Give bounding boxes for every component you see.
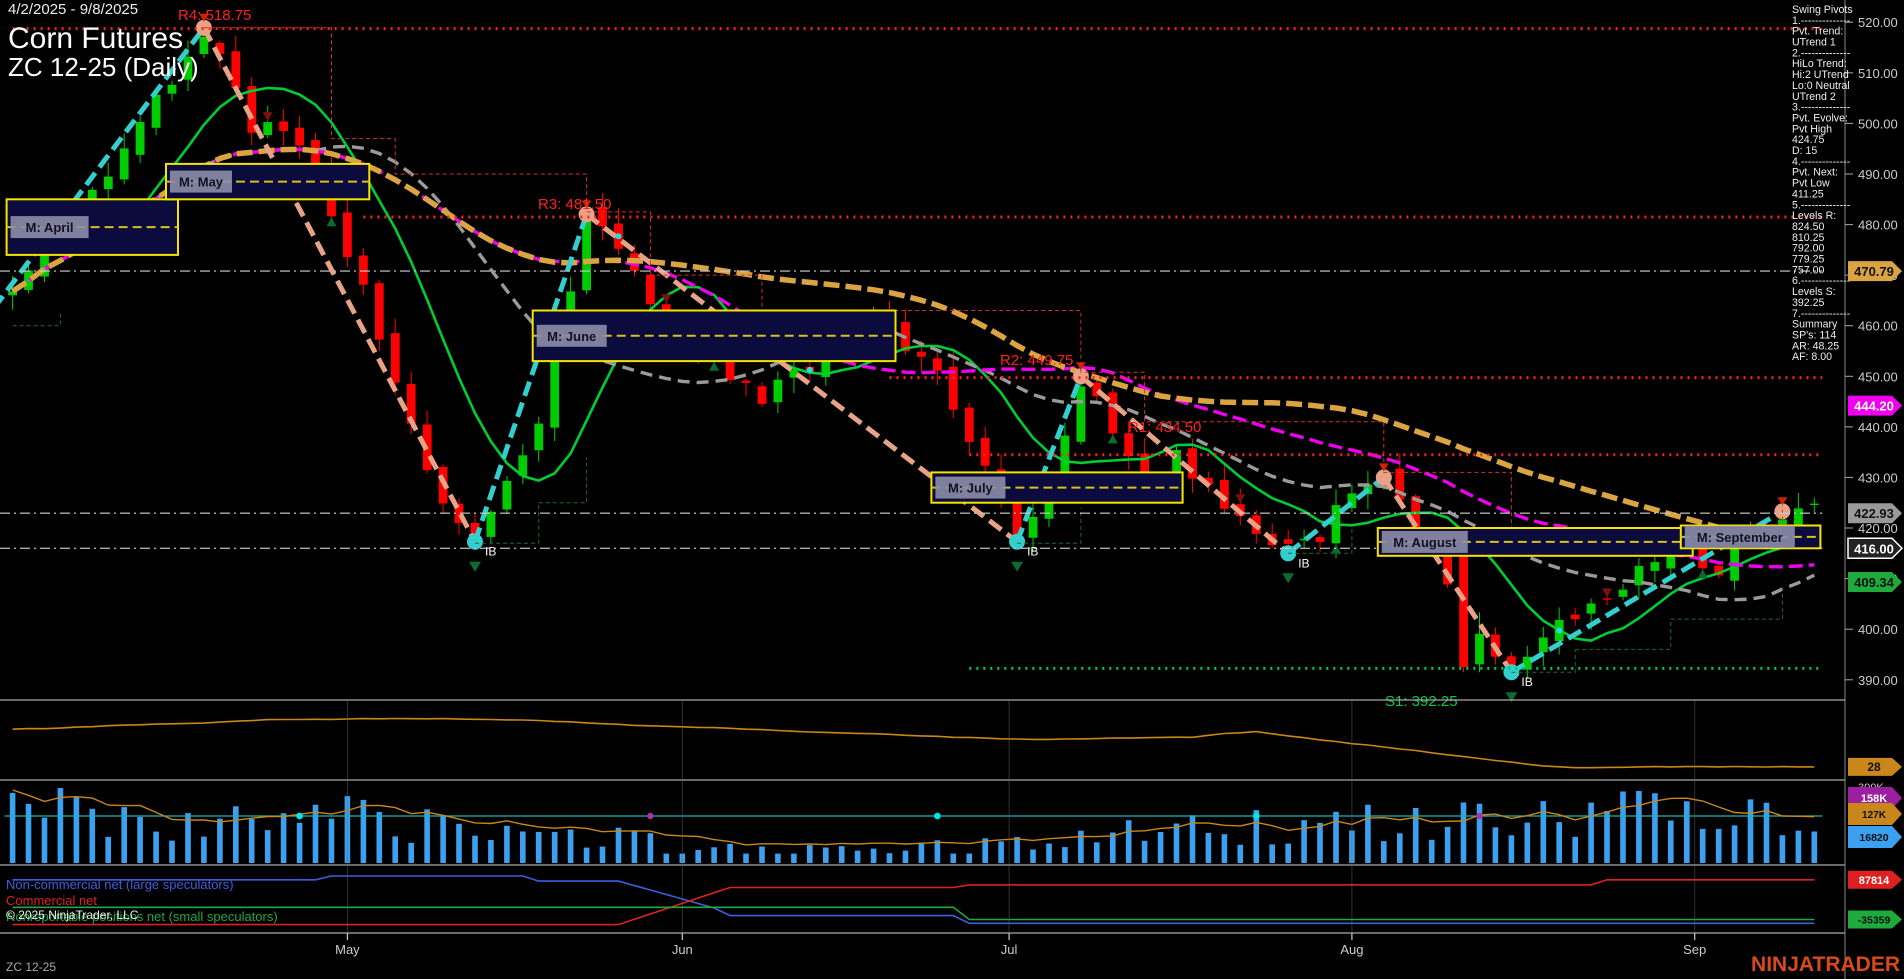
svg-text:IB: IB xyxy=(1027,545,1038,559)
svg-text:ZC 12-25 (Daily): ZC 12-25 (Daily) xyxy=(8,52,199,82)
svg-text:Corn Futures: Corn Futures xyxy=(8,22,183,55)
svg-text:520.00: 520.00 xyxy=(1858,15,1898,30)
svg-text:M: July: M: July xyxy=(948,481,994,496)
svg-text:490.00: 490.00 xyxy=(1858,167,1898,182)
svg-text:Commercial net: Commercial net xyxy=(6,893,97,908)
svg-text:May: May xyxy=(335,942,360,957)
svg-text:Sep: Sep xyxy=(1683,942,1706,957)
svg-text:S1: 392.25: S1: 392.25 xyxy=(1385,693,1458,710)
svg-text:Jun: Jun xyxy=(672,942,693,957)
svg-text:Aug: Aug xyxy=(1340,942,1363,957)
svg-text:NINJATRADER: NINJATRADER xyxy=(1751,953,1900,976)
svg-text:M: August: M: August xyxy=(1393,535,1457,550)
svg-text:390.00: 390.00 xyxy=(1858,673,1898,688)
svg-text:R2: 449.75: R2: 449.75 xyxy=(1000,352,1073,369)
svg-text:AF: 8.00: AF: 8.00 xyxy=(1792,351,1832,363)
svg-text:400.00: 400.00 xyxy=(1858,622,1898,637)
svg-text:Non-commercial net (large spec: Non-commercial net (large speculators) xyxy=(6,877,234,892)
svg-text:M: September: M: September xyxy=(1697,530,1783,545)
svg-text:R1: 434.50: R1: 434.50 xyxy=(1128,419,1201,436)
svg-text:IB: IB xyxy=(1298,556,1309,570)
svg-text:409.34: 409.34 xyxy=(1854,575,1895,590)
svg-text:480.00: 480.00 xyxy=(1858,218,1898,233)
svg-text:87814: 87814 xyxy=(1859,875,1890,887)
svg-text:4/2/2025 - 9/8/2025: 4/2/2025 - 9/8/2025 xyxy=(8,1,138,18)
svg-text:460.00: 460.00 xyxy=(1858,319,1898,334)
svg-text:Jul: Jul xyxy=(1001,942,1018,957)
svg-text:127K: 127K xyxy=(1862,810,1887,821)
svg-text:416.00: 416.00 xyxy=(1854,541,1894,556)
svg-text:422.93: 422.93 xyxy=(1854,506,1894,521)
svg-text:© 2025 NinjaTrader, LLC: © 2025 NinjaTrader, LLC xyxy=(6,908,139,922)
svg-text:ZC 12-25: ZC 12-25 xyxy=(6,960,56,974)
svg-text:470.79: 470.79 xyxy=(1854,264,1894,279)
svg-text:M: June: M: June xyxy=(547,329,596,344)
svg-text:450.00: 450.00 xyxy=(1858,369,1898,384)
svg-text:IB: IB xyxy=(485,545,496,559)
svg-text:500.00: 500.00 xyxy=(1858,116,1898,131)
svg-text:IB: IB xyxy=(1521,675,1532,689)
svg-text:-35359: -35359 xyxy=(1858,915,1891,927)
svg-text:444.20: 444.20 xyxy=(1854,399,1894,414)
svg-text:R4: 518.75: R4: 518.75 xyxy=(178,7,251,24)
svg-text:M: May: M: May xyxy=(179,175,224,190)
svg-text:28: 28 xyxy=(1867,760,1881,774)
svg-text:430.00: 430.00 xyxy=(1858,470,1898,485)
svg-text:510.00: 510.00 xyxy=(1858,66,1898,81)
svg-text:440.00: 440.00 xyxy=(1858,420,1898,435)
svg-text:420.00: 420.00 xyxy=(1858,521,1898,536)
svg-text:M: April: M: April xyxy=(26,220,74,235)
svg-text:R3: 481.50: R3: 481.50 xyxy=(538,196,611,213)
svg-text:16820: 16820 xyxy=(1859,832,1888,844)
